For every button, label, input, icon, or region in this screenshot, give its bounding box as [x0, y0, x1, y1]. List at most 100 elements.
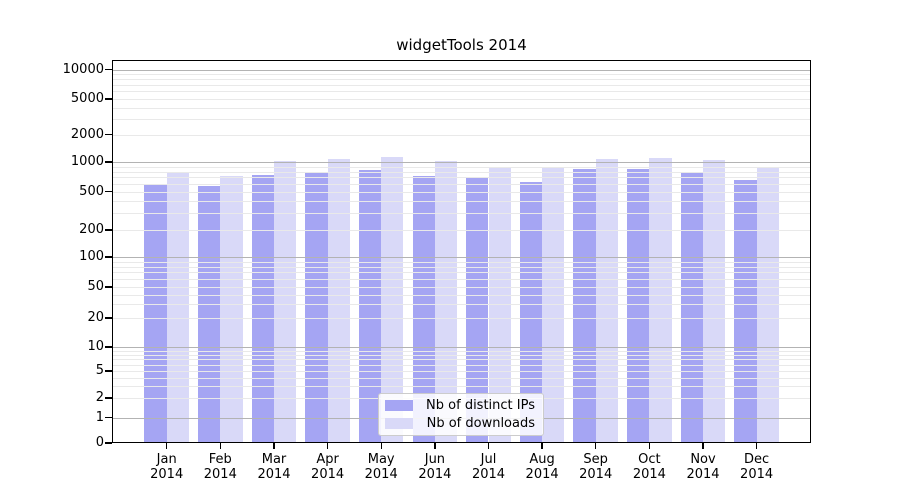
x-tick-label: Sep 2014	[579, 452, 613, 482]
x-tick-mark	[273, 443, 275, 449]
gridline-minor	[113, 354, 810, 356]
y-tick-mark	[105, 229, 112, 231]
chart-title: widgetTools 2014	[396, 36, 527, 54]
x-tick-label: Oct 2014	[632, 452, 666, 482]
gridline-minor	[113, 294, 810, 296]
y-tick-mark	[105, 133, 112, 136]
x-tick-mark	[487, 443, 490, 449]
y-tick-label: 5000	[70, 91, 104, 106]
gridline-minor	[113, 364, 810, 366]
y-tick-label: 100	[79, 249, 104, 264]
x-tick-mark	[541, 443, 543, 449]
gridline-minor	[113, 371, 810, 372]
gridline-minor	[113, 171, 810, 173]
legend-item-distinct-ips: Nb of distinct IPs	[385, 398, 535, 413]
bar-downloads	[434, 160, 458, 443]
gridline-minor	[113, 74, 810, 75]
gridline-minor	[113, 386, 810, 388]
x-tick-mark	[648, 443, 651, 449]
gridline-minor	[113, 134, 810, 136]
legend-label: Nb of distinct IPs	[426, 398, 535, 413]
gridline-minor	[113, 191, 810, 193]
legend-swatch-downloads-icon	[385, 418, 413, 429]
x-tick-label: Dec 2014	[740, 452, 774, 482]
x-tick-mark	[326, 443, 329, 449]
x-tick-label: Feb 2014	[203, 452, 237, 482]
legend-label: Nb of downloads	[426, 416, 535, 431]
gridline-minor	[113, 79, 810, 80]
x-tick-mark	[380, 443, 382, 449]
y-tick-mark	[105, 68, 112, 71]
y-tick-mark	[105, 256, 112, 258]
bar-distinct-ips	[573, 169, 596, 443]
bar-downloads	[274, 160, 297, 443]
gridline-minor	[113, 84, 810, 86]
x-tick-mark	[219, 443, 221, 449]
gridline-minor	[113, 287, 810, 288]
y-tick-label: 50	[87, 279, 104, 294]
y-tick-label: 2	[95, 390, 104, 405]
bar-distinct-ips	[358, 170, 382, 443]
x-tick-mark	[166, 443, 168, 449]
y-tick-mark	[105, 190, 112, 193]
y-tick-label: 20	[87, 310, 104, 325]
bar-distinct-ips	[251, 175, 274, 443]
bar-downloads	[220, 176, 243, 443]
y-tick-label: 5	[95, 363, 104, 378]
y-tick-mark	[105, 370, 112, 372]
y-tick-label: 10000	[62, 61, 104, 77]
gridline-minor	[113, 261, 810, 263]
y-tick-label: 0	[95, 435, 104, 450]
bar-distinct-ips	[198, 186, 221, 443]
gridline-major	[113, 69, 810, 71]
x-tick-label: Jul 2014	[471, 452, 506, 482]
gridline-minor	[113, 350, 810, 352]
gridline-minor	[113, 377, 810, 379]
bar-distinct-ips	[680, 173, 703, 443]
y-tick-mark	[105, 286, 112, 288]
x-tick-label: May 2014	[364, 452, 398, 482]
bar-distinct-ips	[305, 172, 328, 443]
gridline-minor	[113, 279, 810, 281]
gridline-minor	[113, 183, 810, 185]
y-tick-mark	[105, 161, 112, 163]
gridline-minor	[113, 107, 810, 109]
gridline-minor	[113, 99, 810, 100]
gridline-minor	[113, 230, 810, 231]
y-tick-label: 2000	[70, 126, 104, 142]
bar-distinct-ips	[466, 177, 489, 443]
gridline-minor	[113, 272, 810, 274]
y-tick-mark	[105, 346, 112, 348]
y-tick-label: 500	[79, 183, 104, 199]
gridline-minor	[113, 213, 810, 214]
gridline-minor	[113, 304, 810, 306]
gridline-minor	[113, 118, 810, 120]
y-tick-mark	[105, 397, 112, 399]
gridline-major	[113, 257, 810, 258]
legend-swatch-distinct-ips-icon	[385, 400, 413, 411]
x-tick-label: Mar 2014	[257, 452, 291, 482]
x-tick-mark	[702, 443, 704, 449]
gridline-minor	[113, 200, 810, 202]
x-tick-mark	[595, 443, 597, 449]
bar-distinct-ips	[412, 176, 435, 443]
bar-downloads	[166, 172, 189, 443]
x-tick-label: Apr 2014	[311, 452, 345, 482]
x-tick-label: Jun 2014	[418, 452, 452, 482]
x-tick-label: Jan 2014	[150, 452, 184, 482]
y-tick-label: 200	[79, 222, 104, 237]
x-tick-mark	[755, 443, 758, 449]
gridline-minor	[113, 177, 810, 179]
x-tick-label: Aug 2014	[525, 452, 559, 482]
y-tick-label: 1	[95, 409, 104, 425]
x-tick-mark	[434, 443, 436, 449]
legend: Nb of distinct IPs Nb of downloads	[378, 393, 544, 436]
gridline-major	[113, 347, 810, 348]
gridline-minor	[113, 166, 810, 168]
gridline-major	[113, 162, 810, 163]
gridline-minor	[113, 266, 810, 268]
y-tick-mark	[105, 416, 112, 419]
legend-item-downloads: Nb of downloads	[385, 416, 535, 431]
